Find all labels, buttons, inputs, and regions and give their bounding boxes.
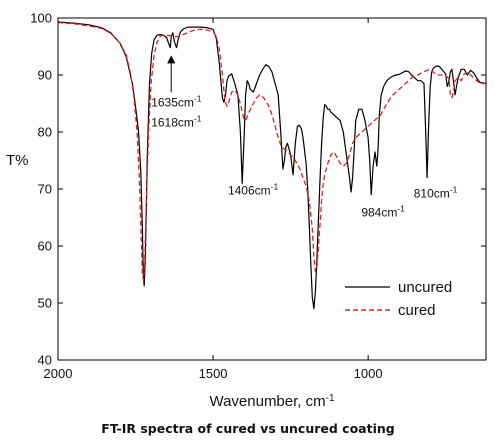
y-tick-label: 40 (38, 353, 52, 368)
annotation-label: 810cm-1 (414, 185, 458, 201)
x-axis-title-sup: -1 (326, 393, 335, 404)
legend-label-uncured: uncured (398, 279, 452, 296)
series-line-cured (58, 21, 486, 281)
legend: uncured cured (345, 279, 452, 319)
y-tick-label: 70 (38, 182, 52, 197)
plot-lines (58, 21, 486, 310)
axis-ticks: 40 50 60 70 80 90 100 2000 1500 1000 (30, 11, 486, 381)
x-tick-label: 1000 (354, 366, 383, 381)
annotation-label: 1635cm-1 (151, 93, 202, 109)
figure-caption: FT-IR spectra of cured vs uncured coatin… (101, 421, 394, 436)
y-tick-label: 90 (38, 68, 52, 83)
x-axis-title-main: Wavenumber, cm (209, 393, 325, 410)
annotation-label: 984cm-1 (361, 203, 405, 219)
y-tick-label: 100 (30, 11, 52, 26)
annotation-label: 1406cm-1 (228, 182, 279, 198)
x-axis-title: Wavenumber, cm-1 (209, 393, 334, 411)
series-line-uncured (58, 21, 486, 310)
annotations: 1635cm-1 1618cm-1 1406cm-1 984cm-1 810cm-1 (151, 55, 458, 219)
y-tick-label: 80 (38, 125, 52, 140)
x-tick-label: 2000 (44, 366, 73, 381)
y-axis-title: T% (6, 152, 29, 169)
legend-label-cured: cured (398, 302, 436, 319)
annotation-label: 1618cm-1 (151, 113, 202, 129)
x-tick-label: 1500 (199, 366, 228, 381)
y-tick-label: 60 (38, 239, 52, 254)
y-tick-label: 50 (38, 296, 52, 311)
